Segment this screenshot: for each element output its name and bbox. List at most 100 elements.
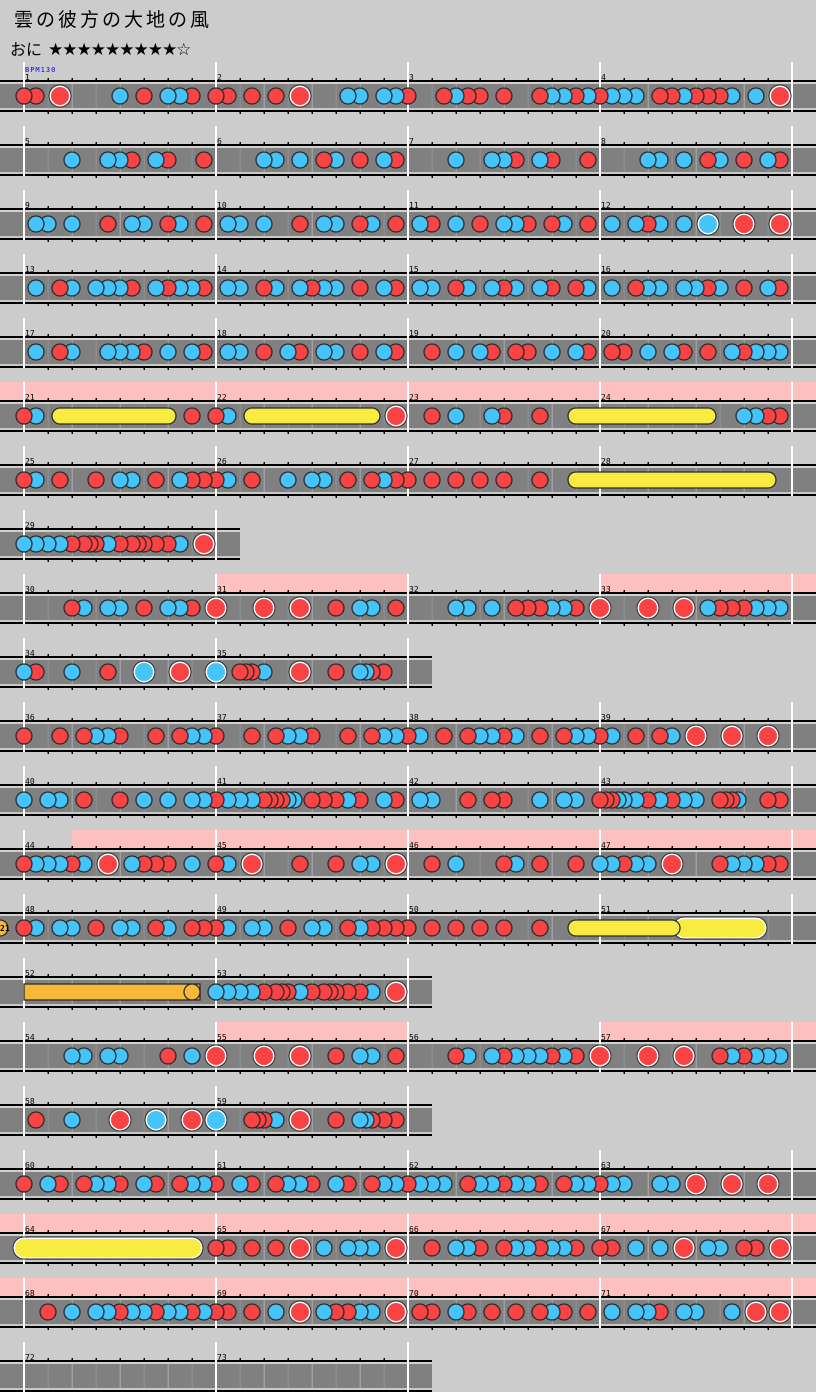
beat-line [767, 84, 769, 108]
beat-tick [503, 1198, 505, 1202]
beat-tick [767, 1070, 769, 1074]
ka-note [63, 1303, 81, 1321]
beat-tick [671, 206, 673, 210]
beat-line [95, 1108, 97, 1132]
beat-tick [743, 718, 745, 722]
beat-tick [551, 750, 553, 754]
beat-tick [551, 942, 553, 946]
beat-line [287, 1044, 289, 1068]
beat-tick [191, 334, 193, 338]
beat-tick [95, 1006, 97, 1010]
don-note [303, 791, 321, 809]
bar-line [599, 1150, 601, 1200]
beat-tick [431, 782, 433, 786]
measure-number: 2 [217, 73, 222, 82]
bar-line [23, 1342, 25, 1392]
beat-tick [695, 750, 697, 754]
beat-line [503, 340, 505, 364]
bar-line [407, 1086, 409, 1136]
beat-line [119, 212, 121, 236]
beat-tick [671, 270, 673, 274]
beat-tick [431, 398, 433, 402]
don-note [87, 471, 105, 489]
beat-tick [551, 1262, 553, 1266]
beat-tick [143, 846, 145, 850]
bar-line [23, 190, 25, 240]
beat-tick [335, 1390, 337, 1392]
beat-tick [479, 782, 481, 786]
measure-number: 6 [217, 137, 222, 146]
beat-tick [239, 1006, 241, 1010]
beat-tick [47, 718, 49, 722]
beat-tick [647, 142, 649, 146]
beat-tick [191, 1390, 193, 1392]
beat-tick [575, 110, 577, 114]
beat-line [263, 724, 265, 748]
beat-line [47, 1364, 49, 1388]
ka-note [135, 791, 153, 809]
bar-line [791, 1214, 793, 1264]
beat-tick [695, 1230, 697, 1234]
beat-tick [743, 494, 745, 498]
beat-line [383, 980, 385, 1004]
beat-tick [551, 878, 553, 882]
big-don-note [252, 596, 276, 620]
beat-tick [719, 782, 721, 786]
beat-tick [383, 1294, 385, 1298]
beat-tick [71, 1134, 73, 1138]
beat-line [119, 660, 121, 684]
beat-tick [383, 622, 385, 626]
beat-tick [71, 270, 73, 274]
beat-line [167, 1108, 169, 1132]
beat-tick [119, 1326, 121, 1330]
beat-tick [263, 366, 265, 370]
beat-tick [239, 878, 241, 882]
beat-tick [71, 1326, 73, 1330]
beat-tick [503, 942, 505, 946]
beat-tick [287, 910, 289, 914]
beat-tick [119, 302, 121, 306]
beat-line [527, 852, 529, 876]
beat-tick [623, 1230, 625, 1234]
beat-tick [71, 1038, 73, 1042]
beat-tick [167, 270, 169, 274]
beat-line [719, 724, 721, 748]
beat-tick [335, 1134, 337, 1138]
beat-tick [551, 1326, 553, 1330]
beat-tick [71, 1166, 73, 1170]
big-don-note [720, 724, 744, 748]
beat-tick [287, 1102, 289, 1106]
don-note [255, 279, 273, 297]
beat-line [479, 404, 481, 428]
bar-line [407, 126, 409, 176]
beat-tick [359, 718, 361, 722]
beat-tick [167, 846, 169, 850]
ka-note [375, 279, 393, 297]
beat-line [239, 1364, 241, 1388]
beat-tick [71, 910, 73, 914]
big-don-note [288, 596, 312, 620]
don-note [651, 87, 669, 105]
measure-number: 29 [25, 521, 35, 530]
beat-tick [695, 142, 697, 146]
beat-tick [671, 750, 673, 754]
beat-tick [47, 974, 49, 978]
beat-line [527, 1300, 529, 1324]
beat-tick [671, 238, 673, 242]
beat-tick [47, 1038, 49, 1042]
ka-note [531, 279, 549, 297]
beat-tick [623, 1294, 625, 1298]
beat-tick [671, 142, 673, 146]
beat-tick [551, 174, 553, 178]
beat-tick [503, 78, 505, 82]
beat-line [383, 1044, 385, 1068]
big-don-note [192, 532, 216, 556]
beat-tick [335, 430, 337, 434]
ka-note [447, 151, 465, 169]
beat-tick [359, 494, 361, 498]
don-note [495, 1239, 513, 1257]
beat-tick [719, 1262, 721, 1266]
beat-tick [335, 78, 337, 82]
beat-tick [263, 878, 265, 882]
ka-note [27, 279, 45, 297]
